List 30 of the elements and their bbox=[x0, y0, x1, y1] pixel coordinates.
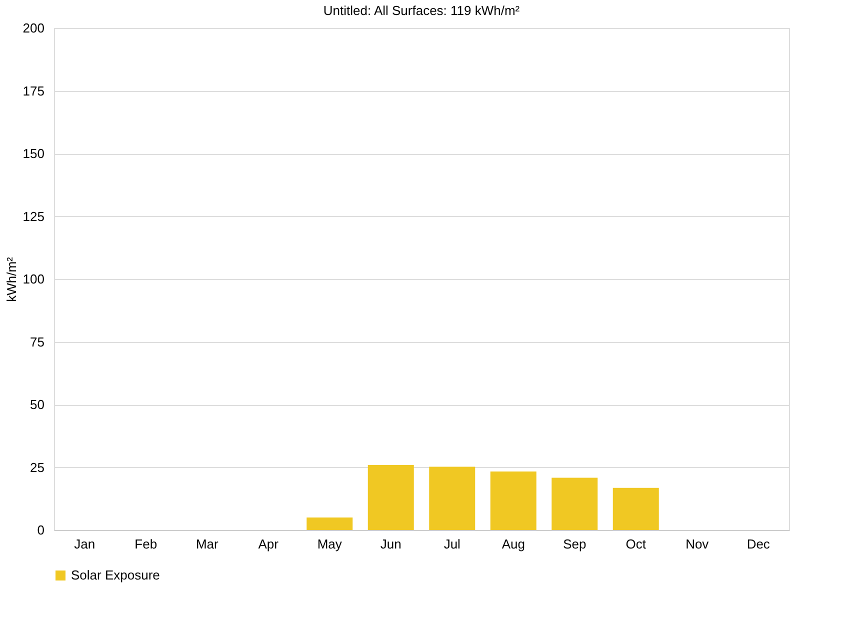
y-tick-label: 75 bbox=[30, 334, 44, 350]
bar bbox=[552, 478, 598, 530]
x-tick-label: Jun bbox=[380, 536, 402, 552]
x-tick-label: Jan bbox=[74, 536, 96, 552]
x-tick-label: Dec bbox=[746, 536, 770, 552]
bar bbox=[612, 488, 659, 530]
x-tick-label: Apr bbox=[258, 536, 280, 552]
y-tick-label: 125 bbox=[22, 208, 44, 224]
x-tick-label: Aug bbox=[502, 536, 525, 552]
y-tick-label: 25 bbox=[30, 460, 44, 475]
x-tick-label: Mar bbox=[196, 536, 219, 552]
x-tick-label: May bbox=[317, 536, 342, 552]
y-tick-label: 150 bbox=[22, 146, 44, 161]
y-tick-label: 175 bbox=[22, 83, 44, 98]
legend-label: Solar Exposure bbox=[71, 568, 160, 582]
chart-title: Untitled: All Surfaces: 119 kWh/m² bbox=[323, 3, 520, 18]
x-tick-label: Sep bbox=[563, 536, 586, 552]
bar bbox=[306, 517, 353, 530]
bar bbox=[429, 466, 476, 530]
bar bbox=[490, 472, 536, 530]
bar bbox=[368, 464, 414, 530]
y-axis-title: kWh/m² bbox=[4, 256, 19, 302]
y-tick-label: 50 bbox=[30, 397, 44, 412]
x-tick-label: Nov bbox=[686, 536, 710, 552]
x-tick-label: Feb bbox=[134, 536, 158, 552]
x-tick-label: Jul bbox=[444, 536, 461, 552]
y-tick-label: 100 bbox=[22, 272, 44, 286]
y-tick-label: 200 bbox=[22, 20, 44, 36]
y-tick-label: 0 bbox=[37, 522, 44, 538]
x-tick-label: Oct bbox=[626, 536, 646, 552]
